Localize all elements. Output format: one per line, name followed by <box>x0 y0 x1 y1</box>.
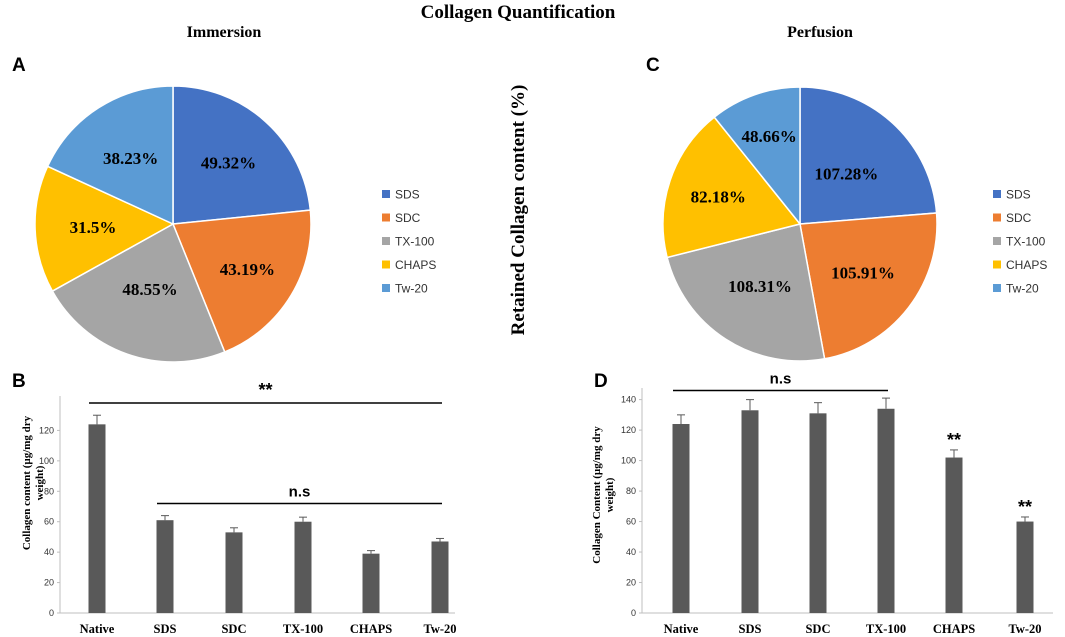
bar-d-tx-100 <box>877 408 895 613</box>
panel-letter-c: C <box>646 55 660 76</box>
pie-label-a-tw-20: 38.23% <box>103 149 158 168</box>
bar-ylabel-b: Collagen content (µg/mg dryweight) <box>21 415 46 550</box>
significance-label-b-1: n.s <box>289 483 311 500</box>
pie-label-a-tx-100: 48.55% <box>122 280 177 299</box>
y-tick-label-d: 60 <box>626 517 636 527</box>
pie-label-c-tw-20: 48.66% <box>741 127 796 146</box>
bar-ylabel-d: Collagen Content (µg/mg dryweight) <box>591 426 616 564</box>
legend-label-a-sdc: SDC <box>395 211 421 225</box>
y-tick-label-b: 60 <box>44 517 54 527</box>
x-tick-label-b-native: Native <box>80 622 115 636</box>
legend-swatch-a-chaps <box>382 260 390 269</box>
pie-slice-a-tx-100 <box>51 222 226 363</box>
legend-label-a-tw-20: Tw-20 <box>395 282 428 296</box>
bar-b-tw-20 <box>431 541 449 613</box>
pie-label-c-chaps: 82.18% <box>691 188 746 207</box>
x-tick-label-b-tw-20: Tw-20 <box>423 622 456 636</box>
y-tick-label-b: 0 <box>49 608 54 618</box>
pie-label-c-sds: 107.28% <box>815 165 879 184</box>
y-tick-label-d: 80 <box>626 486 636 496</box>
bar-d-native <box>672 424 690 613</box>
legend-swatch-a-tx-100 <box>382 237 390 245</box>
pie-label-c-sdc: 105.91% <box>831 263 895 282</box>
pie-title-a: Immersion <box>187 24 262 41</box>
legend-label-c-sds: SDS <box>1006 188 1031 202</box>
legend-swatch-c-tw-20 <box>993 284 1001 292</box>
legend-label-c-tx-100: TX-100 <box>1006 235 1046 249</box>
y-tick-label-b: 40 <box>44 547 54 557</box>
bar-d-sdc <box>809 413 827 613</box>
bar-mark-d-tw-20: ** <box>1018 497 1032 517</box>
pie-label-c-tx-100: 108.31% <box>728 277 792 296</box>
x-tick-label-d-sdc: SDC <box>805 622 830 636</box>
bar-b-native <box>88 424 106 613</box>
y-tick-label-b: 100 <box>39 456 54 466</box>
legend-label-c-sdc: SDC <box>1006 211 1032 225</box>
panel-letter-d: D <box>594 371 608 392</box>
pie-slice-c-sdc <box>799 212 938 360</box>
pie-slice-c-tw-20 <box>713 86 801 227</box>
x-tick-label-b-chaps: CHAPS <box>350 622 392 636</box>
pie-slice-c-sds <box>799 86 938 225</box>
y-tick-label-d: 40 <box>626 547 636 557</box>
bar-b-sds <box>156 520 174 613</box>
y-tick-label-d: 100 <box>621 456 636 466</box>
bar-d-tw-20 <box>1016 521 1034 613</box>
legend-swatch-a-tw-20 <box>382 284 390 292</box>
legend-label-c-tw-20: Tw-20 <box>1006 282 1039 296</box>
y-tick-label-d: 140 <box>621 395 636 405</box>
pie-title-c: Perfusion <box>787 24 853 41</box>
figure-title: Collagen Quantification <box>421 2 616 23</box>
legend-swatch-a-sds <box>382 190 390 198</box>
y-tick-label-b: 20 <box>44 578 54 588</box>
retained-collagen-ylabel: Retained Collagen content (%) <box>508 85 529 336</box>
x-tick-label-d-tw-20: Tw-20 <box>1008 622 1041 636</box>
x-tick-label-b-sdc: SDC <box>221 622 246 636</box>
pie-slice-a-tw-20 <box>46 85 174 226</box>
pie-slice-a-sdc <box>171 209 312 353</box>
pie-slice-a-sds <box>172 85 312 225</box>
significance-label-b-0: ** <box>258 380 272 400</box>
y-tick-label-b: 120 <box>39 425 54 435</box>
pie-slice-c-chaps <box>662 116 802 259</box>
bar-b-tx-100 <box>294 521 312 613</box>
pie-slice-c-tx-100 <box>666 223 826 362</box>
pie-label-a-sds: 49.32% <box>201 154 256 173</box>
x-tick-label-d-chaps: CHAPS <box>933 622 975 636</box>
x-tick-label-d-native: Native <box>664 622 699 636</box>
pie-slice-a-chaps <box>34 165 175 293</box>
legend-label-a-chaps: CHAPS <box>395 258 436 272</box>
bar-b-chaps <box>362 553 380 613</box>
significance-label-d-0: n.s <box>770 370 792 387</box>
legend-swatch-c-sds <box>993 190 1001 198</box>
x-tick-label-b-sds: SDS <box>154 622 177 636</box>
bar-d-chaps <box>945 457 963 613</box>
legend-swatch-c-sdc <box>993 213 1001 222</box>
legend-label-a-sds: SDS <box>395 188 420 202</box>
panel-letter-b: B <box>12 371 26 392</box>
x-tick-label-b-tx-100: TX-100 <box>283 622 323 636</box>
bar-mark-d-chaps: ** <box>947 430 961 450</box>
y-tick-label-d: 0 <box>631 608 636 618</box>
bar-d-sds <box>741 410 759 613</box>
legend-swatch-c-chaps <box>993 260 1001 269</box>
pie-label-a-chaps: 31.5% <box>70 218 117 237</box>
bar-b-sdc <box>225 532 243 613</box>
x-tick-label-d-tx-100: TX-100 <box>866 622 906 636</box>
x-tick-label-d-sds: SDS <box>739 622 762 636</box>
pie-label-a-sdc: 43.19% <box>220 260 275 279</box>
y-tick-label-d: 120 <box>621 425 636 435</box>
legend-swatch-c-tx-100 <box>993 237 1001 245</box>
y-tick-label-b: 80 <box>44 486 54 496</box>
panel-letter-a: A <box>12 55 26 76</box>
y-tick-label-d: 20 <box>626 578 636 588</box>
legend-label-a-tx-100: TX-100 <box>395 235 435 249</box>
legend-swatch-a-sdc <box>382 213 390 222</box>
legend-label-c-chaps: CHAPS <box>1006 258 1047 272</box>
